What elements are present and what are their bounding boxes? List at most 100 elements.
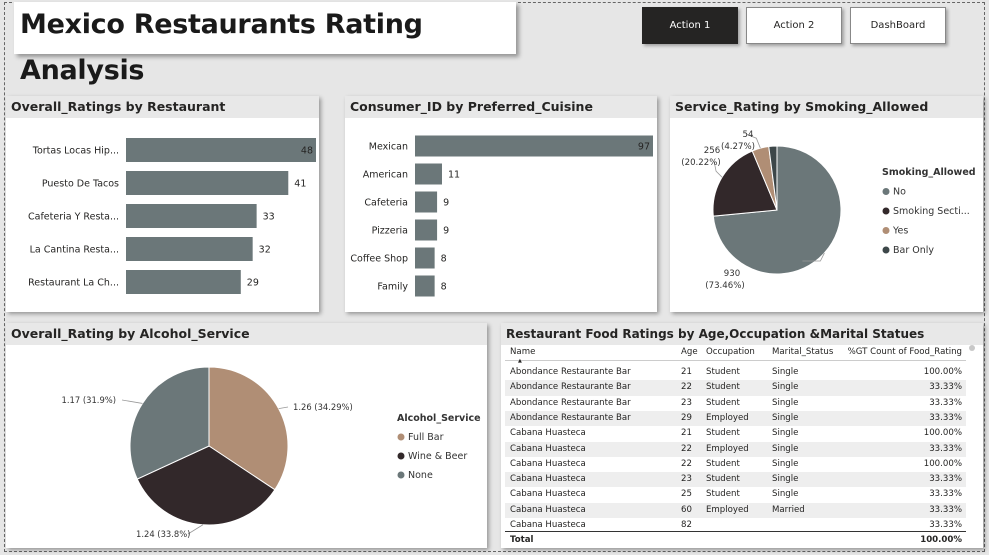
- legend-marker: [882, 207, 890, 215]
- smoking-panel[interactable]: Service_Rating by Smoking_Allowed 930 (73…: [670, 96, 983, 312]
- table-cell: Cabana Huasteca: [510, 458, 586, 469]
- legend-item[interactable]: Bar Only: [893, 245, 934, 256]
- table-row[interactable]: Abondance Restaurante Bar 21 Student Single…: [505, 365, 966, 380]
- table-row[interactable]: Cabana Huasteca 23 Student Single 33.33%: [505, 472, 966, 488]
- table-cell: Abondance Restaurante Bar: [510, 382, 631, 393]
- sort-caret-icon: ▲: [518, 358, 522, 364]
- table-cell: 23: [681, 397, 692, 408]
- table-scrollbar[interactable]: [969, 345, 975, 351]
- bar-data-label: 32: [259, 245, 271, 256]
- bar[interactable]: [126, 204, 257, 228]
- legend-item[interactable]: No: [893, 187, 906, 198]
- table-cell: Student: [706, 428, 740, 439]
- table-cell: Cabana Huasteca: [510, 504, 586, 515]
- table-cell: Single: [772, 489, 799, 500]
- bar[interactable]: [415, 247, 435, 269]
- table-cell: 33.33%: [929, 412, 962, 423]
- table-row[interactable]: Cabana Huasteca 22 Student Single 100.00%: [505, 457, 966, 472]
- pie-slice[interactable]: [768, 145, 778, 211]
- table-cell: 33.33%: [929, 504, 962, 515]
- bar[interactable]: [126, 171, 289, 195]
- leader-line: [278, 406, 289, 410]
- table-cell: 82: [681, 520, 692, 530]
- bar[interactable]: [415, 219, 438, 241]
- legend-item[interactable]: Yes: [892, 226, 908, 237]
- pie-data-label: 1.24 (33.8%): [136, 529, 190, 539]
- legend-marker: [397, 452, 405, 460]
- legend-item[interactable]: Wine & Beer: [408, 451, 467, 462]
- bar-category-label: Restaurant La Ch...: [28, 278, 119, 289]
- column-header[interactable]: %GT Count of Food_Rating: [847, 347, 962, 357]
- table-cell: Student: [706, 367, 740, 377]
- table-total-row: Total 100.00%: [505, 531, 966, 547]
- page-title: Mexico Restaurants Rating Analysis: [20, 9, 423, 86]
- bar-category-label: Family: [377, 282, 408, 293]
- bar[interactable]: [126, 237, 253, 261]
- pie-slice[interactable]: [136, 445, 276, 526]
- pie-data-label: (73.46%): [705, 281, 744, 291]
- pie-data-label: (4.27%): [721, 142, 755, 152]
- cuisine-chart[interactable]: Mexican 97 American 11 Cafeteria 9 Pizzeria 9 Co…: [345, 118, 657, 312]
- column-header[interactable]: Marital_Status: [772, 347, 834, 357]
- table-cell: Employed: [706, 504, 749, 515]
- leader-line: [802, 252, 825, 262]
- table-row[interactable]: Cabana Huasteca 25 Student Single 33.33%: [505, 487, 966, 502]
- table-cell: 22: [681, 458, 692, 469]
- table-cell: Cabana Huasteca: [510, 474, 586, 485]
- column-header[interactable]: Age: [681, 347, 698, 357]
- table-cell: Abondance Restaurante Bar: [510, 412, 631, 423]
- table-cell: Abondance Restaurante Bar: [510, 397, 631, 408]
- table-cell: 21: [681, 367, 692, 377]
- table-row[interactable]: Cabana Huasteca 21 Student Single 100.00%: [505, 426, 966, 441]
- table-row[interactable]: Cabana Huasteca 82 33.33%: [505, 518, 966, 533]
- table-cell: 60: [681, 504, 692, 515]
- table-cell: 33.33%: [929, 520, 962, 530]
- table-cell: Cabana Huasteca: [510, 443, 586, 454]
- table-cell: 33.33%: [929, 443, 962, 454]
- table-cell: Employed: [706, 443, 749, 454]
- bar-category-label: Cafeteria: [364, 198, 408, 209]
- bar[interactable]: [415, 191, 438, 213]
- legend-item[interactable]: None: [408, 470, 433, 481]
- bar[interactable]: [415, 135, 653, 157]
- legend-item[interactable]: Smoking Secti...: [893, 206, 970, 217]
- table-cell: Single: [772, 474, 799, 485]
- pie-slice[interactable]: [712, 150, 778, 217]
- legend-title: Smoking_Allowed: [882, 167, 976, 178]
- table-cell: Single: [772, 428, 799, 439]
- table-cell: 21: [681, 428, 692, 439]
- alcohol-pie-chart[interactable]: 1.26 (34.29%) 1.24 (33.8%) 1.17 (31.9%) Alc…: [6, 345, 487, 548]
- restaurant-ratings-panel[interactable]: Overall_Ratings by Restaurant Tortas Loc…: [6, 96, 319, 312]
- table-row[interactable]: Abondance Restaurante Bar 22 Student Single…: [505, 380, 966, 396]
- table-cell: Employed: [706, 412, 749, 423]
- bar-data-label: 9: [443, 226, 449, 237]
- legend-marker: [882, 188, 890, 195]
- alcohol-title: Overall_Rating by Alcohol_Service: [6, 323, 487, 345]
- leader-line: [713, 161, 723, 178]
- cuisine-panel[interactable]: Consumer_ID by Preferred_Cuisine Mexican…: [345, 96, 657, 312]
- table-row[interactable]: Cabana Huasteca 60 Employed Married 33.33%: [505, 502, 966, 518]
- column-header[interactable]: Occupation: [706, 347, 755, 357]
- alcohol-panel[interactable]: Overall_Rating by Alcohol_Service 1.26 (…: [6, 323, 487, 548]
- table-row[interactable]: Abondance Restaurante Bar 23 Student Single…: [505, 396, 966, 411]
- table-cell: 29: [681, 412, 692, 423]
- bar[interactable]: [415, 163, 442, 185]
- table-row[interactable]: Abondance Restaurante Bar 29 Employed Singl…: [505, 410, 966, 427]
- restaurant-ratings-chart[interactable]: Tortas Locas Hip... 48 Puesto De Tacos 41 Ca…: [6, 118, 319, 312]
- bar[interactable]: [415, 275, 435, 297]
- action-2-button[interactable]: Action 2: [746, 7, 842, 44]
- legend-item[interactable]: Full Bar: [408, 432, 444, 443]
- table-row[interactable]: Cabana Huasteca 22 Employed Single 33.33%: [505, 441, 966, 457]
- action-1-button[interactable]: Action 1: [642, 7, 738, 44]
- dashboard-button[interactable]: DashBoard: [850, 7, 946, 44]
- table-cell: 33.33%: [929, 382, 962, 393]
- food-ratings-table[interactable]: Name Age Occupation Marital_Status %GT Count…: [505, 343, 970, 548]
- column-header[interactable]: Name: [510, 347, 536, 357]
- legend-title: Alcohol_Service: [397, 413, 481, 424]
- smoking-pie-chart[interactable]: 930 (73.46%) 256 (20.22%) 54 (4.27%) Smoking_A…: [670, 118, 983, 312]
- table-cell: Single: [772, 397, 799, 408]
- bar[interactable]: [126, 138, 316, 162]
- bar[interactable]: [126, 270, 241, 294]
- legend-marker: [397, 433, 405, 441]
- table-cell: Student: [706, 458, 740, 469]
